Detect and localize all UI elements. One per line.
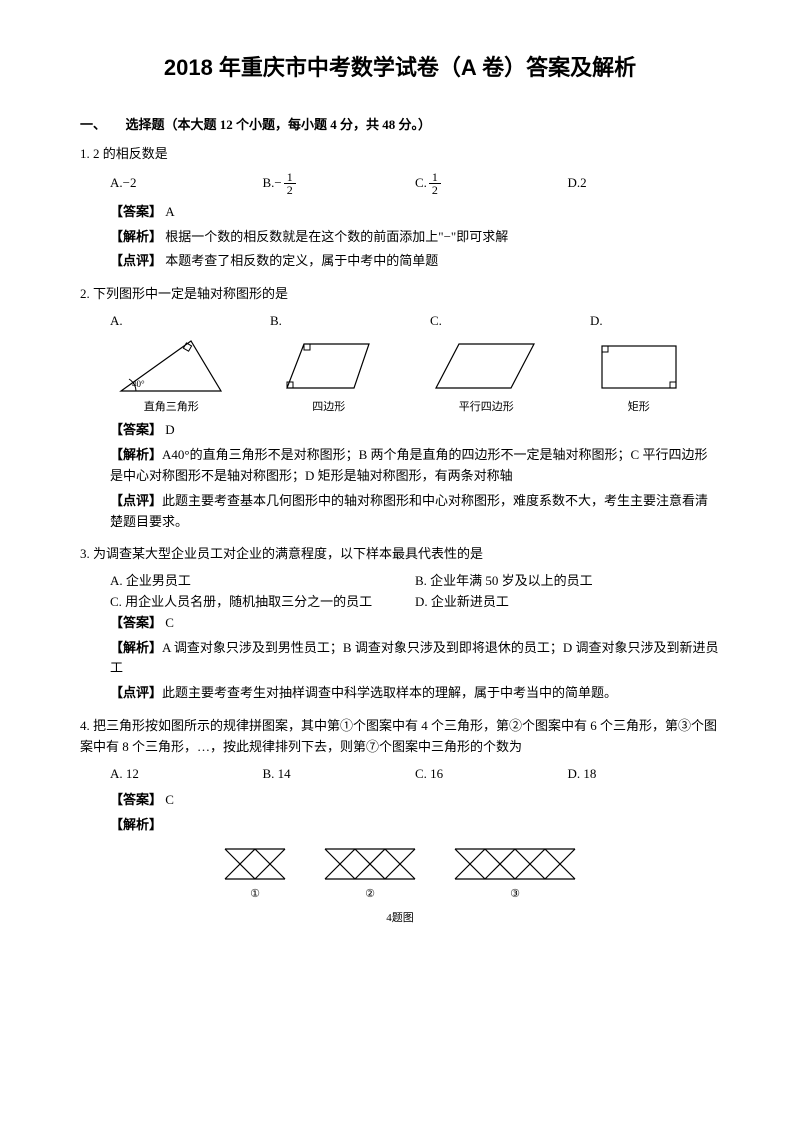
optA-prefix: A. xyxy=(110,173,123,194)
q4-caption: 4题图 xyxy=(80,910,720,928)
q4-answer: 【答案】 C xyxy=(80,790,720,811)
q4-analysis: 【解析】 xyxy=(80,815,720,836)
optB-prefix: B. xyxy=(263,173,275,194)
q1-answer: 【答案】 A xyxy=(80,202,720,223)
question-3: 3. 为调查某大型企业员工对企业的满意程度，以下样本最具代表性的是 A. 企业男… xyxy=(80,544,720,704)
p3-label: ③ xyxy=(450,886,580,904)
p1-label: ① xyxy=(220,886,290,904)
q2-optB: B. xyxy=(270,311,430,332)
comment-label: 【点评】 xyxy=(110,685,162,700)
q1-optD: D. 2 xyxy=(568,171,721,196)
frac-num: 1 xyxy=(429,171,441,184)
optB-frac: 1 2 xyxy=(284,171,296,196)
frac-den: 2 xyxy=(429,184,441,196)
ans-val: A xyxy=(165,204,174,219)
analysis-label: 【解析】 xyxy=(110,817,162,832)
q4-text: 4. 把三角形按如图所示的规律拼图案，其中第①个图案中有 4 个三角形，第②个图… xyxy=(80,716,720,758)
frac-num: 1 xyxy=(284,171,296,184)
q3-optD: D. 企业新进员工 xyxy=(415,592,720,613)
comment-text: 此题主要考查基本几何图形中的轴对称图形和中心对称图形，难度系数不大，考生主要注意… xyxy=(110,493,708,529)
comment-label: 【点评】 xyxy=(110,253,162,268)
ans-val: C xyxy=(165,615,174,630)
optC-frac: 1 2 xyxy=(429,171,441,196)
ans-label: 【答案】 xyxy=(110,792,162,807)
q2-option-letters: A. B. C. D. xyxy=(80,311,720,332)
shape-parallelogram: 平行四边形 xyxy=(431,336,541,417)
q1-optC: C. 1 2 xyxy=(415,171,568,196)
q4-options: A. 12 B. 14 C. 16 D. 18 xyxy=(80,764,720,785)
pattern-2: ② xyxy=(320,844,420,904)
ans-label: 【答案】 xyxy=(110,615,162,630)
q2-optD: D. xyxy=(590,311,690,332)
question-4: 4. 把三角形按如图所示的规律拼图案，其中第①个图案中有 4 个三角形，第②个图… xyxy=(80,716,720,927)
question-1: 1. 2 的相反数是 A. −2 B. − 1 2 C. 1 2 D. 2 【答… xyxy=(80,144,720,272)
optD-prefix: D. xyxy=(568,173,581,194)
analysis-label: 【解析】 xyxy=(110,229,162,244)
optC-prefix: C. xyxy=(415,173,427,194)
page-title: 2018 年重庆市中考数学试卷（A 卷）答案及解析 xyxy=(80,50,720,85)
q2-analysis: 【解析】A40°的直角三角形不是对称图形；B 两个角是直角的四边形不一定是轴对称… xyxy=(80,445,720,487)
shape1-label: 直角三角形 xyxy=(116,399,226,417)
shape-quadrilateral: 四边形 xyxy=(279,336,379,417)
shape3-label: 平行四边形 xyxy=(431,399,541,417)
q2-text: 2. 下列图形中一定是轴对称图形的是 xyxy=(80,284,720,305)
q3-row1: A. 企业男员工 B. 企业年满 50 岁及以上的员工 xyxy=(80,571,720,592)
q2-optC: C. xyxy=(430,311,590,332)
q4-optB: B. 14 xyxy=(263,764,416,785)
pattern-1: ① xyxy=(220,844,290,904)
frac-den: 2 xyxy=(284,184,296,196)
q3-text: 3. 为调查某大型企业员工对企业的满意程度，以下样本最具代表性的是 xyxy=(80,544,720,565)
q2-comment: 【点评】此题主要考查基本几何图形中的轴对称图形和中心对称图形，难度系数不大，考生… xyxy=(80,491,720,533)
question-2: 2. 下列图形中一定是轴对称图形的是 A. B. C. D. 40° 直角三角形… xyxy=(80,284,720,532)
q3-comment: 【点评】此题主要考查考生对抽样调查中科学选取样本的理解，属于中考当中的简单题。 xyxy=(80,683,720,704)
q1-options: A. −2 B. − 1 2 C. 1 2 D. 2 xyxy=(80,171,720,196)
analysis-label: 【解析】 xyxy=(110,640,162,655)
q3-optC: C. 用企业人员名册，随机抽取三分之一的员工 xyxy=(110,592,415,613)
ans-val: D xyxy=(165,422,174,437)
ans-label: 【答案】 xyxy=(110,422,162,437)
optA-val: −2 xyxy=(123,173,137,194)
q3-row2: C. 用企业人员名册，随机抽取三分之一的员工 D. 企业新进员工 xyxy=(80,592,720,613)
q3-analysis: 【解析】A 调查对象只涉及到男性员工；B 调查对象只涉及到即将退休的员工；D 调… xyxy=(80,638,720,680)
angle-text: 40° xyxy=(132,379,145,389)
optD-val: 2 xyxy=(580,173,587,194)
q2-shapes: 40° 直角三角形 四边形 平行四边形 矩形 xyxy=(80,336,720,417)
comment-text: 本题考查了相反数的定义，属于中考中的简单题 xyxy=(165,253,438,268)
q1-analysis: 【解析】 根据一个数的相反数就是在这个数的前面添加上"−"即可求解 xyxy=(80,227,720,248)
shape-right-triangle: 40° 直角三角形 xyxy=(116,336,226,417)
shape4-label: 矩形 xyxy=(594,399,684,417)
ans-label: 【答案】 xyxy=(110,204,162,219)
q2-optA: A. xyxy=(110,311,270,332)
q3-optA: A. 企业男员工 xyxy=(110,571,415,592)
comment-text: 此题主要考查考生对抽样调查中科学选取样本的理解，属于中考当中的简单题。 xyxy=(162,685,617,700)
q1-comment: 【点评】 本题考查了相反数的定义，属于中考中的简单题 xyxy=(80,251,720,272)
analysis-text: 根据一个数的相反数就是在这个数的前面添加上"−"即可求解 xyxy=(165,229,508,244)
q4-optC: C. 16 xyxy=(415,764,568,785)
p2-label: ② xyxy=(320,886,420,904)
q1-optA: A. −2 xyxy=(110,171,263,196)
q3-answer: 【答案】 C xyxy=(80,613,720,634)
ans-val: C xyxy=(165,792,174,807)
section-header: 一、 选择题（本大题 12 个小题，每小题 4 分，共 48 分。） xyxy=(80,115,720,136)
analysis-label: 【解析】 xyxy=(110,447,162,462)
q4-patterns: ① ② xyxy=(80,844,720,904)
q1-text: 1. 2 的相反数是 xyxy=(80,144,720,165)
shape-rectangle: 矩形 xyxy=(594,336,684,417)
shape2-label: 四边形 xyxy=(279,399,379,417)
q4-optA: A. 12 xyxy=(110,764,263,785)
optB-neg: − xyxy=(274,173,281,194)
q4-optD: D. 18 xyxy=(568,764,721,785)
comment-label: 【点评】 xyxy=(110,493,162,508)
q2-answer: 【答案】 D xyxy=(80,420,720,441)
pattern-3: ③ xyxy=(450,844,580,904)
q3-optB: B. 企业年满 50 岁及以上的员工 xyxy=(415,571,720,592)
analysis-text: A 调查对象只涉及到男性员工；B 调查对象只涉及到即将退休的员工；D 调查对象只… xyxy=(110,640,719,676)
analysis-text: A40°的直角三角形不是对称图形；B 两个角是直角的四边形不一定是轴对称图形；C… xyxy=(110,447,707,483)
q1-optB: B. − 1 2 xyxy=(263,171,416,196)
